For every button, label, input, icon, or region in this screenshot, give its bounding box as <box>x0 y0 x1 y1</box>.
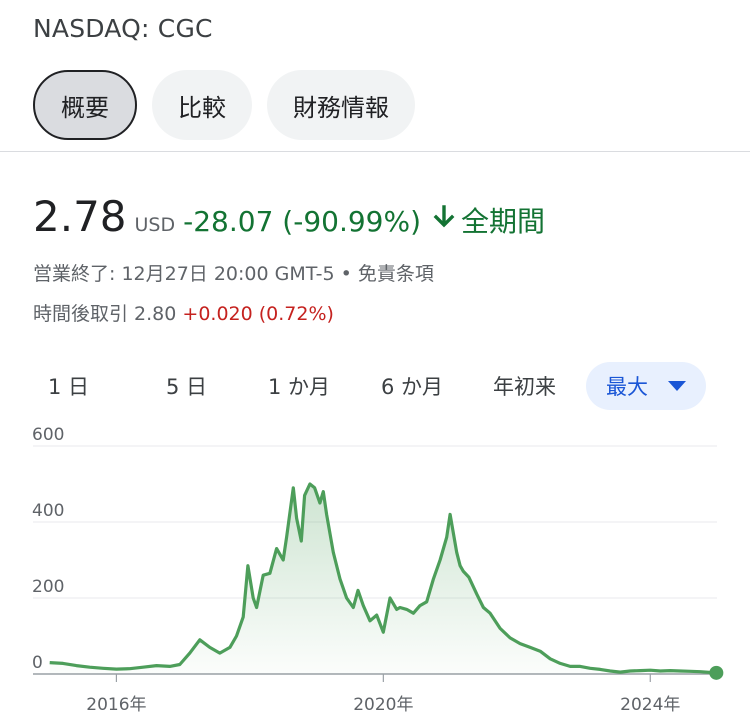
after-hours-label: 時間後取引 2.80 <box>33 303 177 325</box>
price-change: -28.07 (-90.99%) <box>183 205 422 238</box>
x-tick-label: 2016年 <box>86 695 146 715</box>
tab-bar: 概要 比較 財務情報 <box>33 70 415 140</box>
range-6m[interactable]: 6 か月 <box>381 375 444 399</box>
caret-down-icon <box>668 381 686 391</box>
range-ytd[interactable]: 年初来 <box>493 375 556 399</box>
current-price-dot <box>709 665 724 680</box>
range-5d[interactable]: 5 日 <box>166 375 208 399</box>
range-max[interactable]: 最大 <box>586 362 706 410</box>
range-1m[interactable]: 1 か月 <box>268 375 331 399</box>
range-1d[interactable]: 1 日 <box>48 375 90 399</box>
x-tick-label: 2020年 <box>353 695 413 715</box>
range-max-label: 最大 <box>606 375 648 399</box>
price-chart[interactable]: 600 400 200 0 2016年 2020年 2024年 <box>0 420 750 726</box>
y-tick-label: 400 <box>32 501 64 521</box>
y-tick-label: 600 <box>32 425 64 445</box>
divider <box>0 151 750 152</box>
x-tick-label: 2024年 <box>620 695 680 715</box>
y-tick-label: 200 <box>32 577 64 597</box>
tab-compare[interactable]: 比較 <box>152 70 252 140</box>
ticker-symbol: NASDAQ: CGC <box>33 14 213 43</box>
current-price: 2.78 <box>33 192 127 241</box>
tab-overview[interactable]: 概要 <box>33 70 137 140</box>
quote-row: 2.78 USD -28.07 (-90.99%) 全期間 <box>33 192 545 241</box>
currency: USD <box>134 214 176 236</box>
chart-area <box>49 484 717 674</box>
change-period: 全期間 <box>461 205 546 238</box>
chart-line <box>49 482 717 675</box>
tab-financials[interactable]: 財務情報 <box>267 70 415 140</box>
arrow-down-icon <box>433 204 455 227</box>
range-selector: 1 日 5 日 1 か月 6 か月 年初来 最大 <box>28 362 716 410</box>
after-hours: 時間後取引 2.80 +0.020 (0.72%) <box>33 299 334 326</box>
after-hours-change: +0.020 (0.72%) <box>182 303 334 325</box>
y-tick-label: 0 <box>32 653 43 673</box>
market-closed-text: 営業終了: 12月27日 20:00 GMT-5 • 免責条項 <box>33 263 434 285</box>
